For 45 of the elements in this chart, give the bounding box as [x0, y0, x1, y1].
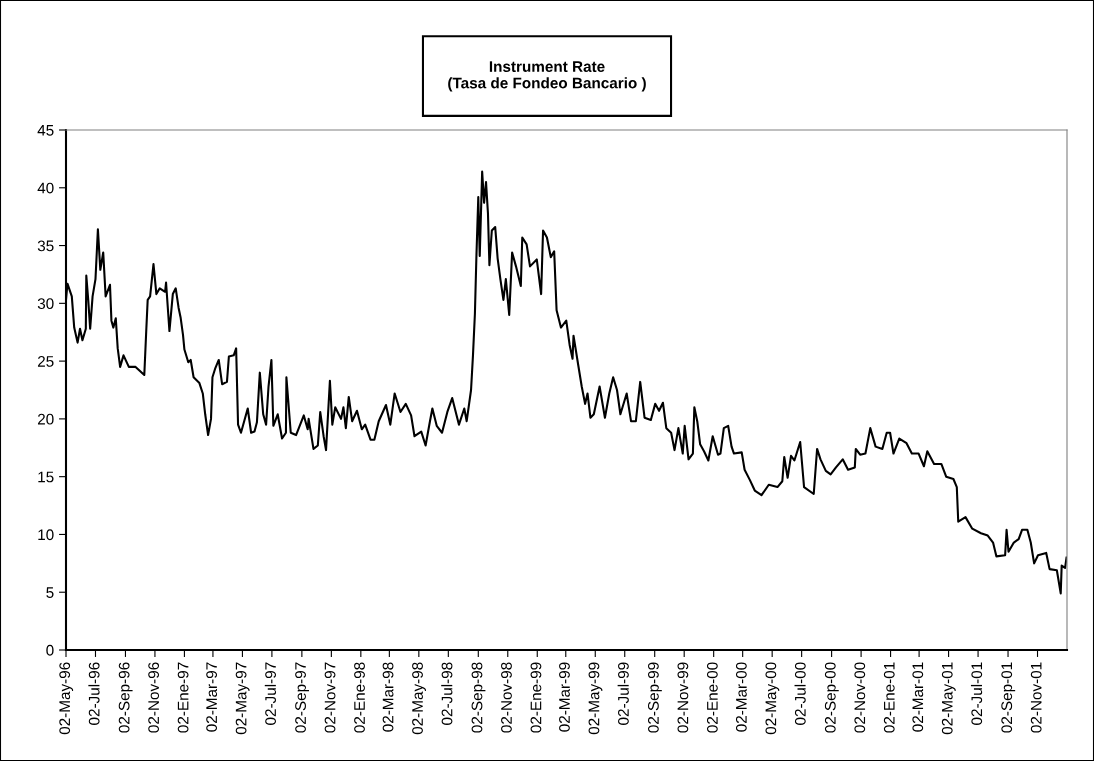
y-tick-label: 0	[46, 644, 54, 656]
x-tick-label: 02-Sep-98	[471, 662, 486, 733]
x-tick-label: 02-Sep-96	[118, 662, 133, 733]
x-tick-label: 02-Ene-00	[706, 662, 718, 733]
x-tick-label: 02-Ene-01	[883, 662, 895, 733]
x-tick-label: 02-Nov-99	[677, 662, 689, 733]
y-tick-label: 20	[37, 413, 54, 425]
x-tick-label: 02-Sep-01	[1001, 662, 1016, 733]
y-tick-label: 10	[38, 529, 54, 541]
x-tick-label: 02-May-96	[59, 662, 74, 735]
x-tick-label: 02-Nov-00	[854, 662, 866, 733]
x-tick-label: 02-Mar-99	[559, 662, 570, 732]
x-tick-label: 02-May-99	[588, 662, 603, 735]
x-tick-label: 02-May-97	[235, 662, 250, 735]
x-tick-label: 02-Sep-97	[295, 662, 309, 733]
x-tick-label: 02-Jul-99	[617, 662, 629, 725]
x-tick-label: 02-Jul-96	[88, 662, 100, 725]
y-tick-label: 15	[38, 471, 54, 483]
y-tick-label: 30	[37, 298, 54, 310]
x-tick-label: 02-Mar-98	[382, 662, 394, 732]
x-tick-label: 02-Nov-01	[1030, 662, 1042, 733]
x-tick-label: 02-Ene-98	[354, 662, 365, 733]
x-tick-label: 02-May-00	[765, 662, 780, 735]
chart-title: Instrument Rate (Tasa de Fondeo Bancario )	[448, 61, 646, 92]
y-tick-label: 25	[37, 355, 54, 367]
x-tick-label: 02-Ene-97	[177, 662, 189, 733]
x-tick-label: 02-Jul-98	[441, 662, 453, 725]
y-tick-label: 45	[37, 125, 54, 136]
x-tick-label: 02-Ene-99	[530, 662, 542, 733]
x-tick-label: 02-Mar-01	[912, 662, 924, 732]
x-tick-label: 02-Sep-00	[824, 662, 839, 733]
x-tick-label: 02-May-98	[412, 662, 426, 735]
x-tick-label: 02-Mar-97	[206, 662, 218, 732]
x-tick-label: 02-Mar-00	[735, 662, 747, 732]
x-tick-label: 02-Jul-00	[794, 662, 806, 725]
x-tick-label: 02-Sep-99	[647, 662, 662, 733]
x-tick-label: 02-Nov-97	[324, 662, 336, 733]
y-tick-label: 5	[46, 587, 54, 598]
x-tick-label: 02-May-01	[941, 662, 956, 735]
y-tick-label: 35	[37, 240, 54, 252]
x-tick-label: 02-Jul-01	[970, 662, 983, 725]
x-tick-label: 02-Nov-98	[501, 662, 512, 733]
x-tick-label: 02-Nov-96	[148, 662, 160, 733]
x-tick-label: 02-Jul-97	[264, 662, 276, 725]
y-tick-label: 40	[37, 182, 54, 194]
